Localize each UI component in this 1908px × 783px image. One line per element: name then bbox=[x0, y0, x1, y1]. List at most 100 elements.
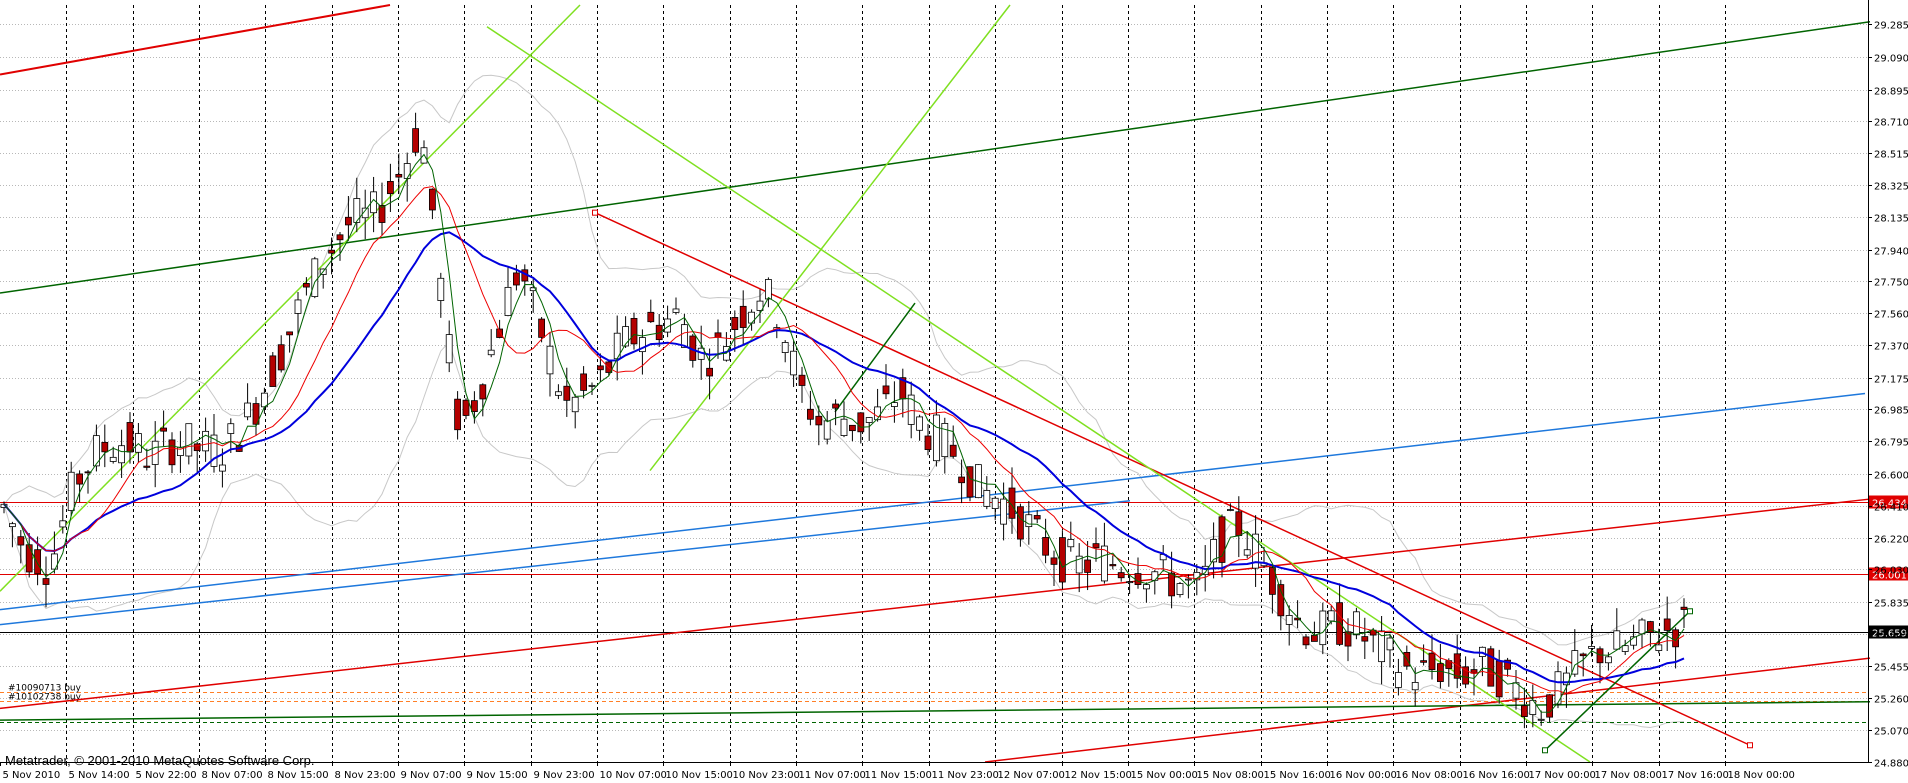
candle-up bbox=[546, 345, 554, 375]
candle-up bbox=[437, 277, 445, 301]
candle-down bbox=[1344, 631, 1352, 647]
candle-down bbox=[882, 385, 890, 395]
candle-down bbox=[1680, 606, 1688, 610]
candle-up bbox=[1386, 637, 1394, 651]
copyright-label: Metatrader, © 2001-2010 MetaQuotes Softw… bbox=[5, 753, 315, 768]
time-tick-label: 8 Nov 15:00 bbox=[268, 770, 329, 781]
candle-down bbox=[252, 403, 260, 425]
price-tick-label: 24.880 bbox=[1874, 759, 1908, 770]
candle-down bbox=[1092, 543, 1100, 549]
moving-averages bbox=[3, 153, 1685, 713]
candle-up bbox=[1395, 672, 1402, 688]
candle-up bbox=[311, 258, 319, 297]
level-price-label: 26.434 bbox=[1872, 499, 1907, 510]
time-tick-label: 11 Nov 15:00 bbox=[865, 770, 932, 781]
trendline bbox=[0, 498, 1871, 710]
level-price-box bbox=[1869, 495, 1908, 509]
candle-down bbox=[1462, 666, 1469, 685]
candle-down bbox=[1235, 511, 1243, 536]
trendline bbox=[649, 4, 1011, 472]
price-tick-label: 25.070 bbox=[1874, 727, 1908, 738]
time-tick-label: 10 Nov 07:00 bbox=[600, 770, 667, 781]
time-tick-label: 5 Nov 22:00 bbox=[136, 770, 197, 781]
candle-down bbox=[849, 424, 856, 432]
candle-down bbox=[1647, 621, 1654, 633]
candle-up bbox=[1319, 610, 1327, 646]
level-price-label: 25.659 bbox=[1872, 629, 1907, 640]
candle-down bbox=[1437, 663, 1444, 682]
candle-up bbox=[1571, 650, 1579, 675]
candle-down bbox=[958, 476, 965, 484]
candle-down bbox=[832, 403, 839, 409]
candle-down bbox=[479, 384, 487, 400]
candle-down bbox=[1302, 636, 1310, 646]
candle-down bbox=[1084, 559, 1091, 573]
time-tick-label: 8 Nov 07:00 bbox=[202, 770, 263, 781]
candle-up bbox=[218, 464, 226, 472]
candle-down bbox=[1059, 537, 1066, 583]
candle-down bbox=[17, 536, 25, 546]
candle-up bbox=[118, 445, 125, 464]
candle-up bbox=[1630, 636, 1637, 646]
candle-up bbox=[227, 423, 235, 434]
price-tick-label: 25.455 bbox=[1874, 663, 1908, 674]
candle-down bbox=[143, 465, 151, 468]
candle-down bbox=[815, 415, 823, 426]
candle-down bbox=[580, 373, 587, 391]
candle-down bbox=[1294, 617, 1301, 621]
price-tick-label: 27.940 bbox=[1874, 247, 1908, 258]
trendline-anchor bbox=[592, 209, 598, 216]
time-tick-label: 5 Nov 2010 bbox=[3, 770, 61, 781]
candle-down bbox=[454, 398, 462, 431]
candle-up bbox=[1621, 645, 1629, 652]
price-tick-label: 27.750 bbox=[1874, 278, 1908, 289]
candle-up bbox=[487, 349, 495, 356]
candle-up bbox=[185, 423, 193, 457]
candle-down bbox=[126, 422, 134, 453]
candle-up bbox=[59, 520, 67, 528]
candles bbox=[0, 112, 1688, 729]
time-tick-label: 10 Nov 15:00 bbox=[666, 770, 733, 781]
price-tick-label: 28.710 bbox=[1874, 118, 1908, 129]
candle-up bbox=[202, 430, 210, 452]
price-tick-label: 25.645 bbox=[1874, 631, 1908, 642]
candle-up bbox=[361, 207, 369, 219]
order-label: #10090713 buy bbox=[8, 684, 82, 694]
candle-down bbox=[496, 328, 504, 338]
trendline bbox=[984, 657, 1871, 763]
bollinger-bands bbox=[3, 74, 1685, 729]
candle-up bbox=[588, 384, 596, 387]
candle-down bbox=[1504, 659, 1511, 670]
price-tick-label: 27.175 bbox=[1874, 375, 1908, 386]
candle-up bbox=[67, 471, 75, 511]
time-tick-label: 12 Nov 15:00 bbox=[1065, 770, 1132, 781]
time-tick-label: 5 Nov 14:00 bbox=[69, 770, 130, 781]
candle-down bbox=[1453, 653, 1461, 679]
price-tick-label: 26.220 bbox=[1874, 535, 1908, 546]
time-tick-label: 11 Nov 23:00 bbox=[932, 770, 999, 781]
candle-up bbox=[1243, 549, 1251, 556]
price-tick-label: 29.285 bbox=[1874, 21, 1908, 32]
trendline bbox=[0, 392, 1866, 611]
candle-up bbox=[1327, 610, 1335, 622]
order-label: #10102738 buy bbox=[8, 693, 82, 703]
level-price-box bbox=[1869, 625, 1908, 639]
time-tick-label: 9 Nov 15:00 bbox=[467, 770, 528, 781]
candle-down bbox=[395, 173, 403, 178]
candle-up bbox=[1252, 533, 1259, 569]
candle-up bbox=[933, 414, 940, 462]
time-tick-label: 15 Nov 08:00 bbox=[1197, 770, 1264, 781]
candle-down bbox=[597, 365, 604, 371]
price-tick-label: 28.325 bbox=[1874, 182, 1908, 193]
candle-up bbox=[1537, 718, 1545, 721]
candle-up bbox=[916, 416, 923, 431]
time-tick-label: 10 Nov 23:00 bbox=[733, 770, 800, 781]
level-price-label: 26.001 bbox=[1872, 571, 1907, 582]
candle-up bbox=[109, 456, 117, 462]
candle-up bbox=[1638, 619, 1646, 635]
candle-down bbox=[1117, 572, 1125, 579]
trendline-anchor bbox=[1747, 742, 1753, 749]
